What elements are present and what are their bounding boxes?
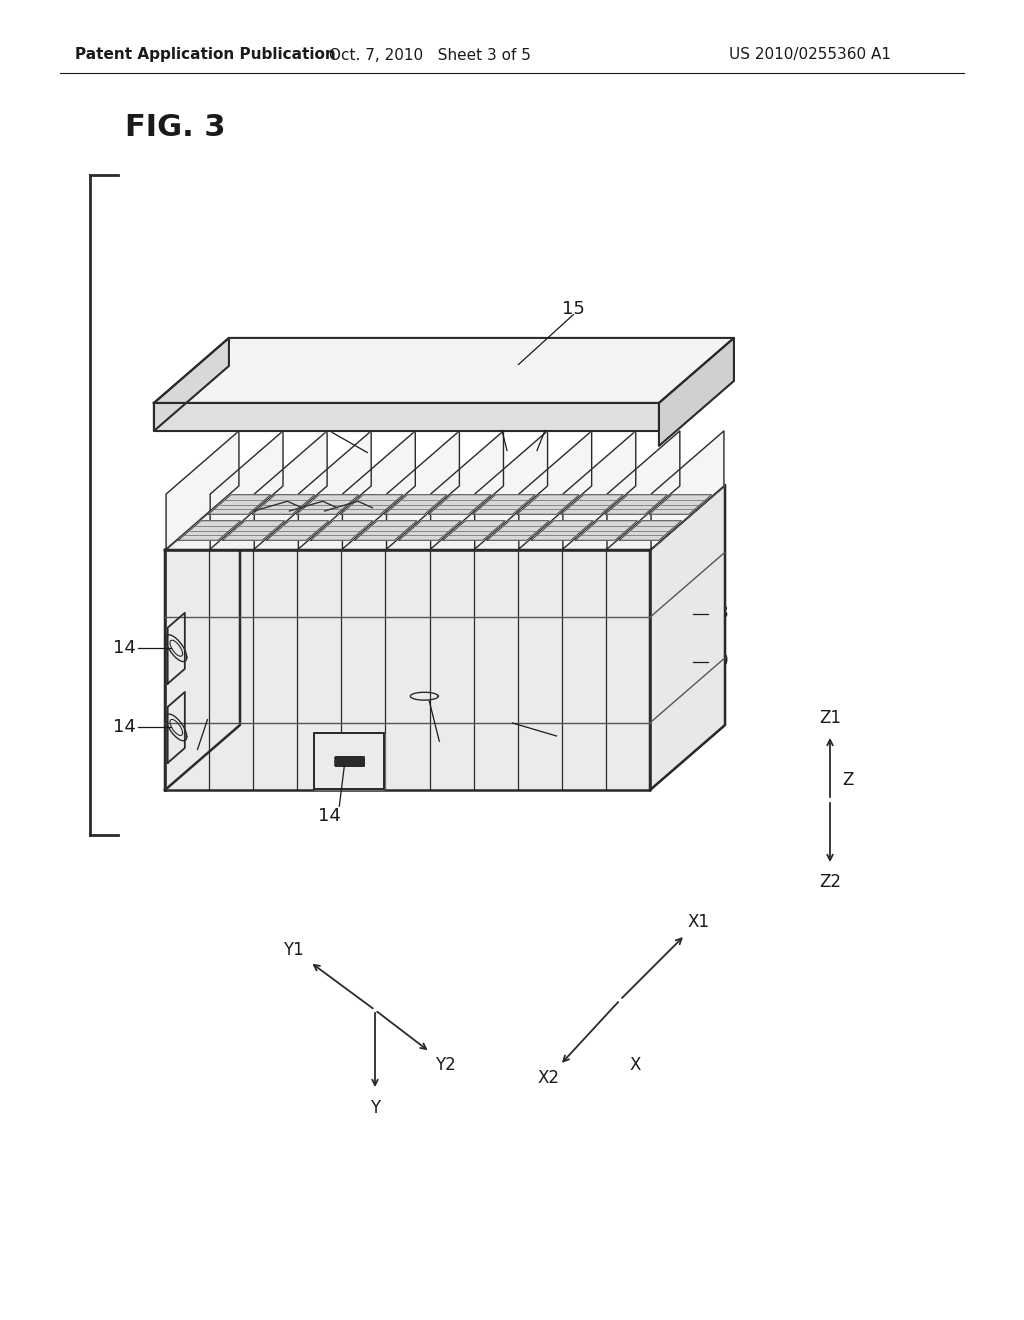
Text: X: X xyxy=(630,1056,641,1074)
Polygon shape xyxy=(517,495,580,515)
Polygon shape xyxy=(168,692,184,763)
Polygon shape xyxy=(154,338,229,430)
Polygon shape xyxy=(254,430,327,549)
Text: Y: Y xyxy=(370,1100,380,1117)
Text: 14: 14 xyxy=(433,742,456,760)
Polygon shape xyxy=(385,495,447,515)
Polygon shape xyxy=(314,733,384,789)
Polygon shape xyxy=(575,521,638,540)
Polygon shape xyxy=(649,495,712,515)
Polygon shape xyxy=(168,612,184,684)
Text: Y1: Y1 xyxy=(283,941,303,960)
Polygon shape xyxy=(166,430,239,549)
Text: Patent Application Publication: Patent Application Publication xyxy=(75,48,336,62)
Polygon shape xyxy=(607,430,680,549)
Polygon shape xyxy=(297,495,358,515)
Text: 14: 14 xyxy=(113,718,136,737)
Polygon shape xyxy=(310,521,373,540)
Text: 13: 13 xyxy=(707,605,729,623)
Polygon shape xyxy=(443,521,505,540)
Polygon shape xyxy=(386,430,460,549)
Text: Z: Z xyxy=(843,771,854,789)
Polygon shape xyxy=(209,495,270,515)
Polygon shape xyxy=(519,430,592,549)
Text: 14: 14 xyxy=(317,808,341,825)
Text: Oct. 7, 2010   Sheet 3 of 5: Oct. 7, 2010 Sheet 3 of 5 xyxy=(329,48,530,62)
Text: 9: 9 xyxy=(316,418,328,437)
Text: 14: 14 xyxy=(113,639,136,657)
Polygon shape xyxy=(531,521,593,540)
Polygon shape xyxy=(475,430,548,549)
Polygon shape xyxy=(253,495,314,515)
Polygon shape xyxy=(341,495,402,515)
Polygon shape xyxy=(605,495,668,515)
Polygon shape xyxy=(650,484,725,789)
Polygon shape xyxy=(154,338,734,403)
Text: Y2: Y2 xyxy=(434,1056,456,1074)
Polygon shape xyxy=(620,521,682,540)
Text: FIG. 3: FIG. 3 xyxy=(125,114,225,143)
Text: {: { xyxy=(500,400,514,421)
Polygon shape xyxy=(222,521,285,540)
Polygon shape xyxy=(561,495,624,515)
Polygon shape xyxy=(658,338,734,446)
Text: 1: 1 xyxy=(559,729,570,747)
Polygon shape xyxy=(355,521,417,540)
Polygon shape xyxy=(210,430,283,549)
Polygon shape xyxy=(165,484,240,789)
Polygon shape xyxy=(165,725,725,789)
Polygon shape xyxy=(154,403,658,430)
Polygon shape xyxy=(563,430,636,549)
Text: 13: 13 xyxy=(181,751,204,768)
Polygon shape xyxy=(389,668,460,725)
Text: 8: 8 xyxy=(526,381,538,400)
Polygon shape xyxy=(487,521,549,540)
Text: 15: 15 xyxy=(562,301,585,318)
Text: Z2: Z2 xyxy=(819,873,841,891)
Text: 8b: 8b xyxy=(531,417,553,434)
Polygon shape xyxy=(165,484,725,550)
Polygon shape xyxy=(342,430,416,549)
Polygon shape xyxy=(651,430,724,549)
Polygon shape xyxy=(266,521,329,540)
Polygon shape xyxy=(298,430,372,549)
Polygon shape xyxy=(178,521,241,540)
Polygon shape xyxy=(399,521,461,540)
Text: 10: 10 xyxy=(707,652,729,671)
Text: Z1: Z1 xyxy=(819,709,841,727)
Polygon shape xyxy=(473,495,536,515)
Polygon shape xyxy=(165,550,650,789)
Text: US 2010/0255360 A1: US 2010/0255360 A1 xyxy=(729,48,891,62)
Text: X1: X1 xyxy=(687,913,709,931)
Polygon shape xyxy=(431,430,504,549)
Text: X2: X2 xyxy=(537,1069,559,1086)
Polygon shape xyxy=(240,484,725,725)
Text: 8a: 8a xyxy=(481,417,503,434)
Polygon shape xyxy=(429,495,492,515)
Polygon shape xyxy=(314,733,384,789)
